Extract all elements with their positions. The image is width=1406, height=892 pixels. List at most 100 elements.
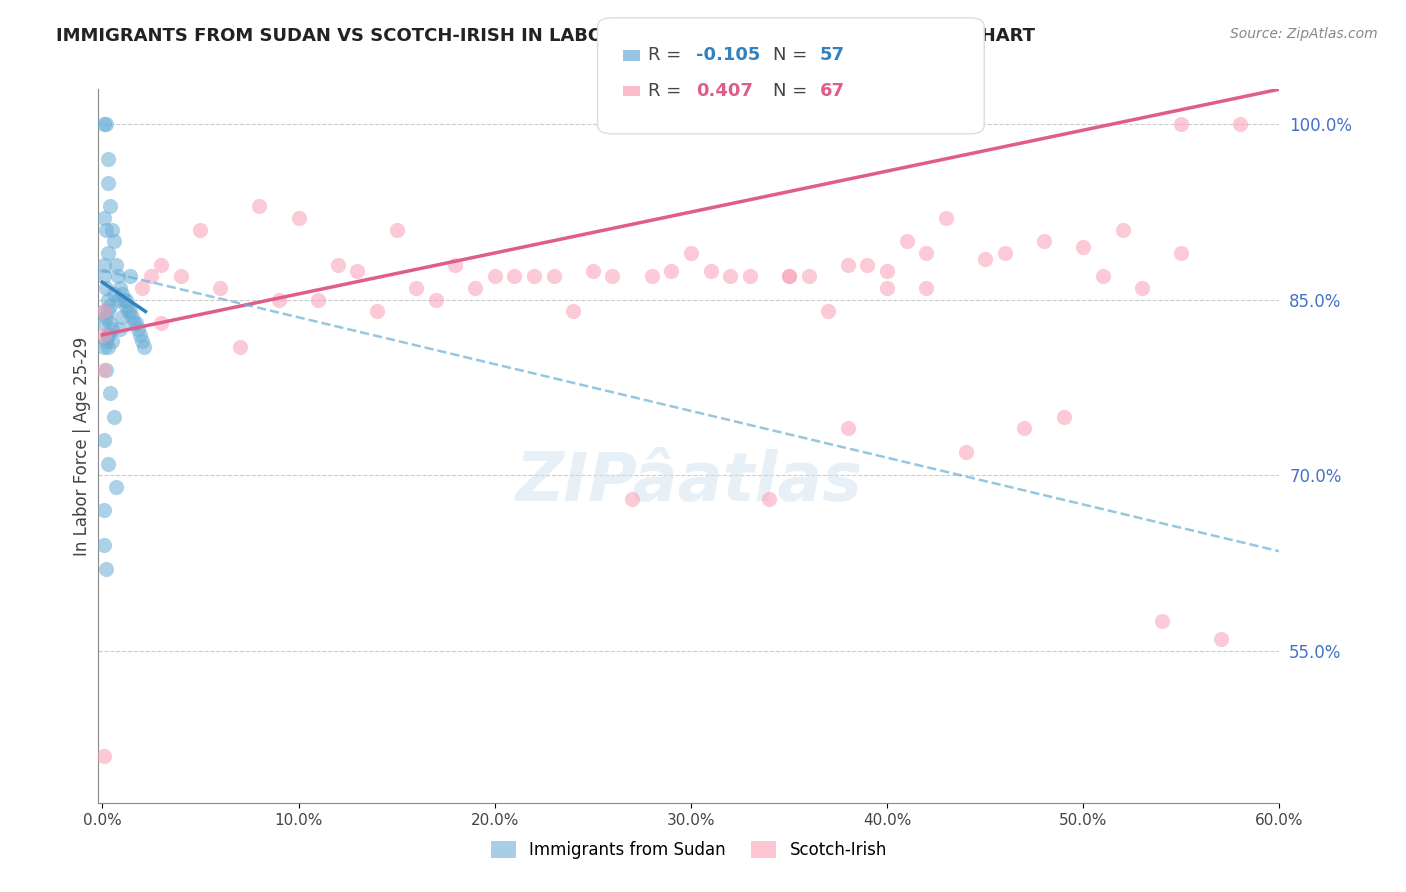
Point <box>405 281 427 295</box>
Point <box>131 281 153 295</box>
Point <box>425 293 447 307</box>
Point <box>1071 240 1094 254</box>
Point <box>98 299 121 313</box>
Point <box>98 316 121 330</box>
Point <box>93 304 115 318</box>
Point <box>679 246 702 260</box>
Point <box>1130 281 1153 295</box>
Point <box>97 246 120 260</box>
Point <box>915 246 938 260</box>
Text: N =: N = <box>773 82 813 100</box>
Point <box>1150 615 1173 629</box>
Point <box>366 304 388 318</box>
Point <box>93 316 115 330</box>
Point <box>817 304 839 318</box>
Point <box>97 293 120 307</box>
Point <box>778 269 800 284</box>
Point <box>876 263 898 277</box>
Point <box>107 269 129 284</box>
Text: Source: ZipAtlas.com: Source: ZipAtlas.com <box>1230 27 1378 41</box>
Point <box>101 334 124 348</box>
Point <box>150 258 173 272</box>
Point <box>876 281 898 295</box>
Point <box>738 269 761 284</box>
Point <box>935 211 957 225</box>
Point <box>93 433 115 447</box>
Point <box>141 269 163 284</box>
Point <box>93 117 115 131</box>
Y-axis label: In Labor Force | Age 25-29: In Labor Force | Age 25-29 <box>73 336 91 556</box>
Point <box>1053 409 1076 424</box>
Point <box>96 281 118 295</box>
Point <box>484 269 506 284</box>
Point <box>93 269 115 284</box>
Point <box>1014 421 1036 435</box>
Point <box>98 386 121 401</box>
Point <box>93 258 115 272</box>
Point <box>97 304 120 318</box>
Point <box>1111 222 1133 236</box>
Point <box>96 222 118 236</box>
Point <box>96 334 118 348</box>
Point <box>96 363 118 377</box>
Point <box>307 293 329 307</box>
Point <box>896 234 918 248</box>
Point <box>1229 117 1251 131</box>
Point <box>1033 234 1056 248</box>
Point <box>974 252 997 266</box>
Point <box>105 480 128 494</box>
Point <box>115 293 138 307</box>
Point <box>93 304 115 318</box>
Point <box>127 322 149 336</box>
Point <box>778 269 800 284</box>
Text: 0.407: 0.407 <box>696 82 752 100</box>
Point <box>108 281 131 295</box>
Text: N =: N = <box>773 46 813 64</box>
Point <box>117 304 139 318</box>
Text: ZIPâatlas: ZIPâatlas <box>516 449 862 515</box>
Point <box>190 222 212 236</box>
Point <box>621 491 644 506</box>
Point <box>93 538 115 552</box>
Point <box>101 322 124 336</box>
Point <box>98 199 121 213</box>
Point <box>96 310 118 325</box>
Text: IMMIGRANTS FROM SUDAN VS SCOTCH-IRISH IN LABOR FORCE | AGE 25-29 CORRELATION CHA: IMMIGRANTS FROM SUDAN VS SCOTCH-IRISH IN… <box>56 27 1035 45</box>
Point <box>659 263 682 277</box>
Point <box>1170 246 1192 260</box>
Point <box>115 299 138 313</box>
Point <box>287 211 309 225</box>
Point <box>247 199 270 213</box>
Point <box>640 269 662 284</box>
Point <box>170 269 193 284</box>
Point <box>101 222 124 236</box>
Point <box>464 281 486 295</box>
Point <box>97 457 120 471</box>
Text: -0.105: -0.105 <box>696 46 761 64</box>
Point <box>385 222 408 236</box>
Point <box>267 293 290 307</box>
Point <box>96 117 118 131</box>
Point <box>93 363 115 377</box>
Point <box>103 287 125 301</box>
Point <box>209 281 232 295</box>
Point <box>1209 632 1232 646</box>
Point <box>132 340 155 354</box>
Point <box>523 269 546 284</box>
Point <box>97 327 120 342</box>
Point <box>856 258 879 272</box>
Point <box>112 293 135 307</box>
Point <box>955 445 977 459</box>
Point <box>118 304 141 318</box>
Point <box>111 287 134 301</box>
Point <box>103 409 125 424</box>
Point <box>758 491 780 506</box>
Point <box>93 503 115 517</box>
Point <box>118 269 141 284</box>
Point <box>108 322 131 336</box>
Point <box>97 340 120 354</box>
Point <box>543 269 565 284</box>
Point <box>837 258 859 272</box>
Point <box>562 304 585 318</box>
Point <box>93 340 115 354</box>
